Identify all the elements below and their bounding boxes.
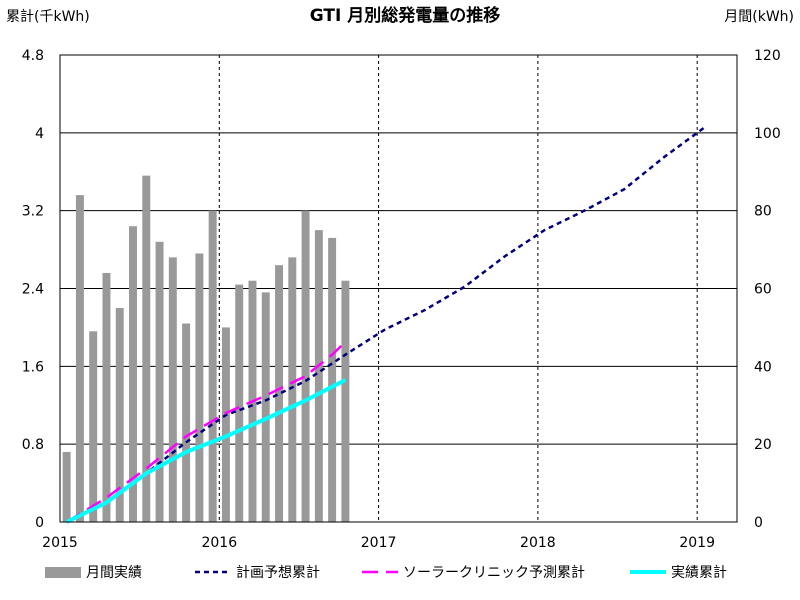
bar-mark bbox=[115, 307, 124, 522]
right-axis-title: 月間(kWh) bbox=[724, 9, 794, 25]
right-tick-label: 20 bbox=[754, 437, 772, 453]
bar-mark bbox=[221, 327, 230, 522]
line-series bbox=[65, 126, 705, 524]
x-tick-label: 2019 bbox=[679, 535, 715, 551]
right-tick-label: 40 bbox=[754, 359, 772, 375]
left-tick-label: 3.2 bbox=[22, 204, 44, 220]
chart-title: GTI 月別総発電量の推移 bbox=[310, 5, 501, 26]
x-tick-label: 2018 bbox=[520, 535, 556, 551]
bar-mark bbox=[195, 253, 204, 522]
legend-item: 月間実績 bbox=[45, 565, 142, 581]
bar-mark bbox=[155, 241, 164, 523]
bar-mark bbox=[208, 210, 217, 522]
x-tick-label: 2017 bbox=[361, 535, 397, 551]
legend-label: 計画予想累計 bbox=[236, 565, 320, 581]
left-tick-label: 1.6 bbox=[22, 359, 44, 375]
right-tick-label: 60 bbox=[754, 282, 772, 298]
bar-mark bbox=[89, 331, 98, 522]
bar-mark bbox=[288, 257, 297, 522]
bar-mark bbox=[62, 451, 71, 522]
bar-mark bbox=[235, 284, 244, 522]
series-line bbox=[65, 378, 347, 524]
bar-mark bbox=[142, 175, 151, 522]
bar-mark bbox=[129, 226, 137, 522]
series-line bbox=[65, 341, 347, 524]
legend-swatch bbox=[45, 567, 81, 578]
right-tick-label: 80 bbox=[754, 204, 772, 220]
left-axis-title: 累計(千kWh) bbox=[6, 9, 90, 25]
left-tick-label: 4 bbox=[35, 126, 44, 142]
legend-label: 月間実績 bbox=[86, 565, 142, 581]
legend-item: ソーラークリニック予測累計 bbox=[362, 565, 585, 581]
legend: 月間実績 計画予想累計 ソーラークリニック予測累計 実績累計 bbox=[45, 565, 727, 581]
tick-labels: 0 0.8 1.6 2.4 3.2 4 4.8 0 20 40 60 80 100 120 2015 2016… bbox=[22, 48, 781, 551]
series-line bbox=[66, 126, 705, 524]
right-tick-label: 100 bbox=[754, 126, 781, 142]
x-tick-label: 2015 bbox=[42, 535, 78, 551]
bar-mark bbox=[182, 323, 191, 522]
legend-label: 実績累計 bbox=[671, 565, 727, 581]
right-tick-label: 0 bbox=[754, 515, 763, 531]
bar-mark bbox=[75, 195, 84, 522]
bar-mark bbox=[328, 237, 337, 523]
bar-mark bbox=[314, 230, 323, 522]
bar-mark bbox=[275, 265, 284, 522]
bar-mark bbox=[168, 257, 177, 522]
bar-mark bbox=[102, 272, 111, 522]
bar-mark bbox=[301, 210, 310, 522]
bar-mark bbox=[261, 292, 270, 522]
right-tick-label: 120 bbox=[754, 48, 781, 64]
legend-item: 計画予想累計 bbox=[195, 565, 320, 581]
left-tick-label: 4.8 bbox=[22, 48, 44, 64]
legend-label: ソーラークリニック予測累計 bbox=[403, 565, 585, 581]
left-tick-label: 2.4 bbox=[22, 282, 44, 298]
left-tick-label: 0.8 bbox=[22, 437, 44, 453]
plot-area-frame bbox=[59, 54, 738, 523]
left-tick-label: 0 bbox=[35, 515, 44, 531]
legend-item: 実績累計 bbox=[630, 565, 727, 581]
bar-mark bbox=[341, 280, 350, 522]
x-tick-label: 2016 bbox=[201, 535, 237, 551]
